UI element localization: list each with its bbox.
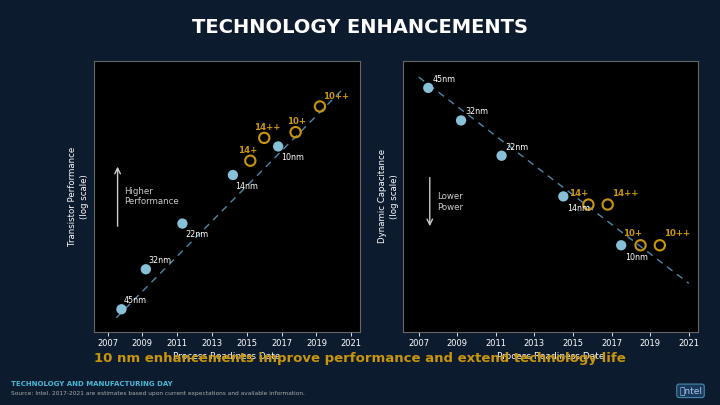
Point (245, 158, 256, 164)
Point (557, 193, 569, 200)
Point (176, 220, 188, 227)
Text: 10++: 10++ (323, 92, 350, 101)
Point (635, 242, 647, 249)
Point (140, 266, 152, 273)
Text: Higher
Performance: Higher Performance (125, 187, 179, 206)
X-axis label: Process Readiness Date: Process Readiness Date (173, 352, 281, 361)
Text: 32nm: 32nm (148, 256, 171, 265)
Point (654, 242, 665, 249)
Text: 10nm: 10nm (282, 153, 305, 162)
Text: Lower
Power: Lower Power (438, 192, 464, 211)
Text: 14nm: 14nm (235, 182, 258, 191)
Text: ⓘntel: ⓘntel (679, 386, 702, 395)
Text: 14nm: 14nm (567, 204, 590, 213)
Text: 45nm: 45nm (124, 296, 147, 305)
Text: 22nm: 22nm (505, 143, 528, 151)
Point (616, 242, 627, 249)
Text: Source: Intel. 2017-2021 are estimates based upon current expectations and avail: Source: Intel. 2017-2021 are estimates b… (11, 391, 305, 396)
Text: TECHNOLOGY ENHANCEMENTS: TECHNOLOGY ENHANCEMENTS (192, 18, 528, 37)
Text: TECHNOLOGY AND MANUFACTURING DAY: TECHNOLOGY AND MANUFACTURING DAY (11, 381, 172, 387)
Text: 14++: 14++ (253, 123, 280, 132)
Point (258, 134, 270, 141)
Y-axis label: Transistor Performance
(log scale): Transistor Performance (log scale) (68, 147, 89, 246)
Text: 14+: 14+ (569, 189, 588, 198)
Text: 14++: 14++ (611, 189, 638, 198)
Text: 10nm: 10nm (625, 253, 648, 262)
Text: 10+: 10+ (623, 230, 642, 239)
Point (290, 129, 302, 135)
Point (272, 143, 284, 150)
Text: 45nm: 45nm (432, 75, 455, 84)
Text: 22nm: 22nm (185, 230, 208, 239)
Text: 14+: 14+ (238, 146, 257, 155)
Point (602, 201, 613, 208)
Point (116, 306, 127, 313)
Text: 10++: 10++ (664, 230, 690, 239)
X-axis label: Process Readiness Date: Process Readiness Date (497, 352, 605, 361)
Point (455, 117, 467, 124)
Text: 10 nm enhancements improve performance and extend technology life: 10 nm enhancements improve performance a… (94, 352, 626, 365)
Text: 10+: 10+ (287, 117, 306, 126)
Point (496, 152, 508, 159)
Point (314, 103, 325, 110)
Point (582, 201, 594, 208)
Text: 32nm: 32nm (465, 107, 488, 116)
Point (227, 172, 238, 178)
Point (423, 85, 434, 91)
Y-axis label: Dynamic Capacitance
(log scale): Dynamic Capacitance (log scale) (377, 149, 399, 243)
